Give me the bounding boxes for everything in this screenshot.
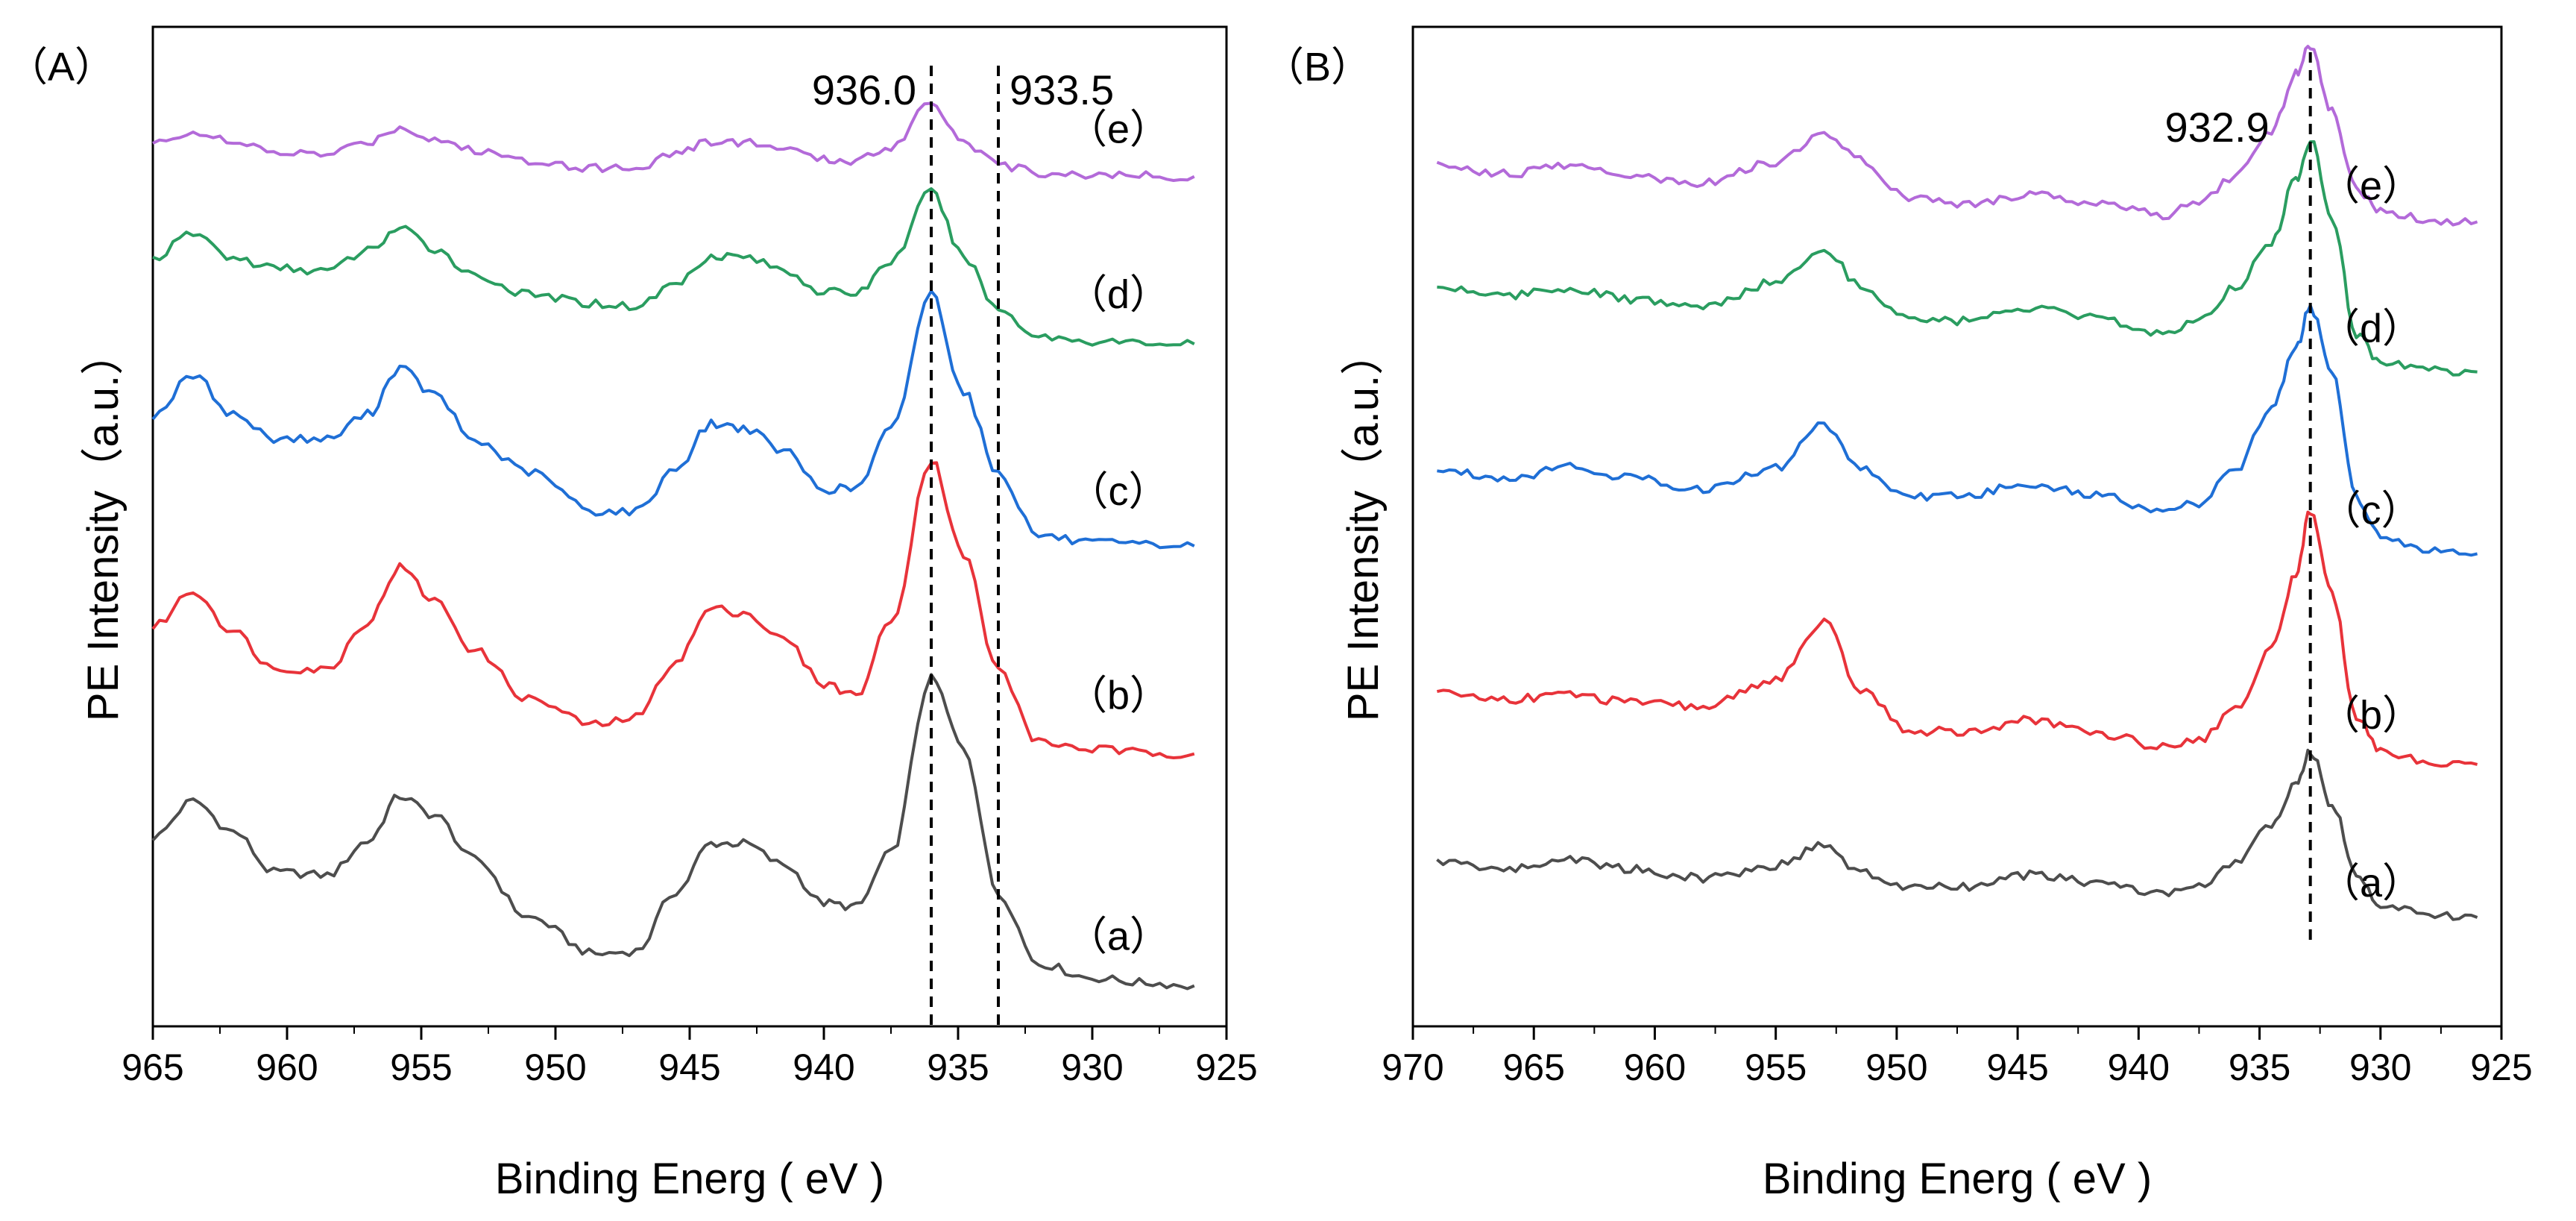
x-tick-label: 945 — [658, 1046, 720, 1088]
series-line-d — [1437, 140, 2478, 377]
panel-b: 932.9 970 965 960 955 950 945 940 935 930 925 （a）… — [1264, 25, 2533, 1203]
series-line-d — [152, 187, 1195, 347]
x-tick-label: 965 — [1503, 1046, 1565, 1088]
series-label-e: （e） — [1067, 107, 1170, 152]
series-label-c: （c） — [1068, 469, 1169, 514]
series-label-d: （d） — [1067, 272, 1170, 317]
x-tick-label: 960 — [256, 1046, 318, 1088]
series-line-b — [151, 461, 1195, 759]
x-tick-label: 960 — [1624, 1046, 1686, 1088]
panel-b-curve-labels: （a） （b） （c） （d） （e） — [2320, 163, 2422, 905]
series-line-a — [1436, 748, 2478, 921]
panel-a-reference-lines: 936.0 933.5 — [812, 66, 1114, 1026]
series-label-a: （a） — [1067, 914, 1170, 959]
x-tick-label: 930 — [2349, 1046, 2411, 1088]
series-line-b — [1436, 510, 2478, 768]
x-tick-label: 940 — [2108, 1046, 2170, 1088]
panel-a-x-axis-label: Binding Energ ( eV ) — [495, 1155, 884, 1203]
series-label-b: （b） — [2320, 693, 2422, 738]
panel-b-x-axis-label: Binding Energ ( eV ) — [1763, 1155, 2152, 1203]
panel-b-y-axis-label: PE Intensity（a.u.） — [1339, 332, 1388, 721]
panel-a-curves — [151, 101, 1195, 991]
x-tick-label: 955 — [1745, 1046, 1807, 1088]
series-line-c — [1437, 304, 2478, 557]
series-line-e — [152, 101, 1195, 182]
series-label-a: （a） — [2320, 861, 2422, 905]
series-label-e: （e） — [2320, 163, 2422, 208]
series-line-a — [151, 673, 1195, 991]
reference-line-label: 936.0 — [812, 66, 916, 113]
panel-b-curves — [1436, 45, 2478, 921]
x-tick-label: 930 — [1061, 1046, 1123, 1088]
series-label-c: （c） — [2321, 488, 2422, 533]
x-tick-label: 970 — [1382, 1046, 1443, 1088]
x-tick-label: 940 — [793, 1046, 854, 1088]
panel-a-curve-labels: （a） （b） （c） （d） （e） — [1067, 107, 1170, 959]
panel-b-reference-lines: 932.9 — [2165, 52, 2312, 944]
x-tick-label: 955 — [390, 1046, 452, 1088]
panel-a: 936.0 933.5 965 960 955 950 945 940 935 930 925 （… — [7, 25, 1258, 1203]
x-tick-label: 935 — [2229, 1046, 2290, 1088]
panel-a-x-ticks: 965 960 955 950 945 940 935 930 925 — [122, 1026, 1258, 1088]
series-label-b: （b） — [1067, 674, 1170, 718]
x-tick-label: 935 — [927, 1046, 989, 1088]
reference-line-label: 932.9 — [2165, 104, 2270, 151]
panel-a-y-axis-label: PE Intensity（a.u.） — [79, 332, 127, 721]
x-tick-label: 965 — [122, 1046, 183, 1088]
x-tick-label: 950 — [1865, 1046, 1927, 1088]
series-label-d: （d） — [2320, 307, 2422, 351]
x-tick-label: 925 — [2470, 1046, 2532, 1088]
x-tick-label: 925 — [1195, 1046, 1257, 1088]
panel-a-label: （A） — [7, 45, 115, 90]
panel-b-label: （B） — [1264, 45, 1371, 90]
series-line-c — [151, 289, 1195, 550]
series-line-e — [1436, 45, 2478, 227]
panel-b-x-ticks: 970 965 960 955 950 945 940 935 930 925 — [1382, 1026, 2533, 1088]
reference-line-label: 933.5 — [1010, 66, 1114, 113]
x-tick-label: 945 — [1986, 1046, 2048, 1088]
x-tick-label: 950 — [524, 1046, 586, 1088]
